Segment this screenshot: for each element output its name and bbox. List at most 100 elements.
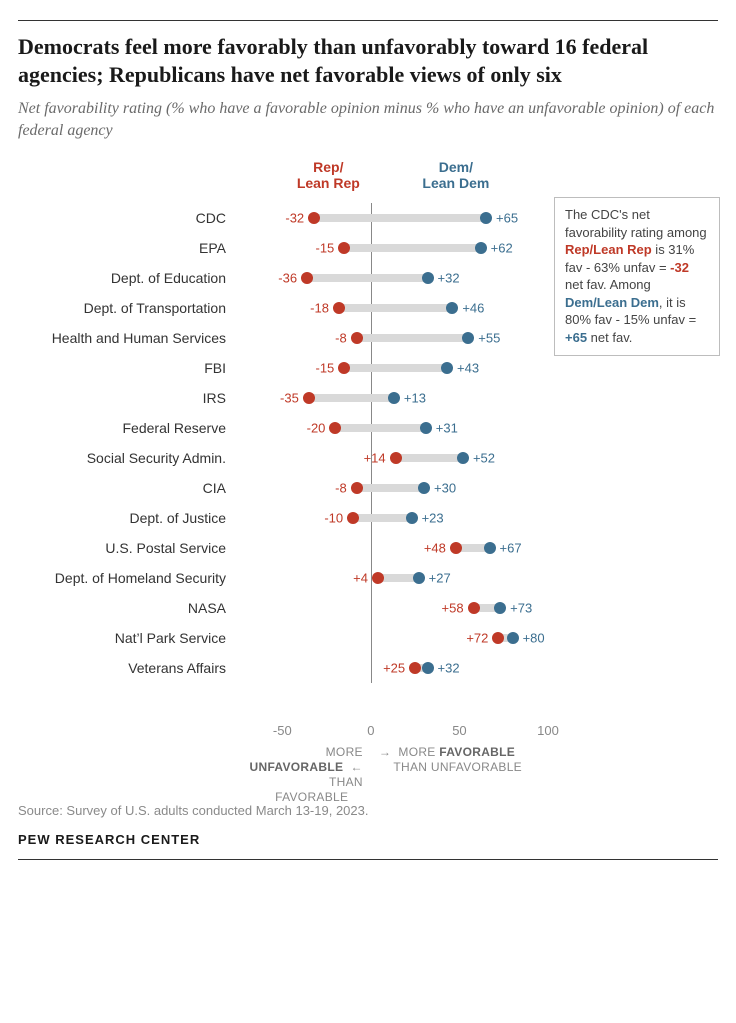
- row-11: U.S. Postal Service+48+67: [18, 533, 718, 563]
- dem-value: +31: [436, 421, 458, 436]
- axis-annotation: MORE UNFAVORABLE ←THAN FAVORABLE → MORE …: [238, 745, 548, 789]
- row-12: Dept. of Homeland Security+4+27: [18, 563, 718, 593]
- axis-note-left: MORE UNFAVORABLE ←THAN FAVORABLE: [238, 745, 363, 805]
- row-plot: -36+32: [238, 263, 548, 293]
- rep-dot: [351, 332, 363, 344]
- rep-value: -20: [307, 421, 326, 436]
- agency-label: Dept. of Justice: [18, 510, 232, 526]
- range-bar: [357, 334, 469, 342]
- chart-area: Rep/ Lean Rep Dem/ Lean Dem CDC-32+65EPA…: [18, 159, 718, 789]
- row-plot: +72+80: [238, 623, 548, 653]
- source-line: Source: Survey of U.S. adults conducted …: [18, 803, 718, 818]
- row-7: Federal Reserve -20 +31: [18, 413, 718, 443]
- callout-t3: net fav. Among: [565, 277, 651, 292]
- dem-dot: [484, 542, 496, 554]
- dem-value: +23: [422, 511, 444, 526]
- legend-dem: Dem/ Lean Dem: [416, 159, 496, 191]
- dem-dot: [418, 482, 430, 494]
- dem-value: +52: [473, 451, 495, 466]
- dem-dot: [422, 662, 434, 674]
- chart-title: Democrats feel more favorably than unfav…: [18, 33, 718, 88]
- callout-demv: +65: [565, 330, 587, 345]
- rep-dot: [351, 482, 363, 494]
- rep-dot: [492, 632, 504, 644]
- row-plot: -18 +46: [238, 293, 548, 323]
- rep-dot: [450, 542, 462, 554]
- agency-label: Veterans Affairs: [18, 660, 232, 676]
- rep-value: +58: [442, 601, 464, 616]
- rep-value: -15: [315, 361, 334, 376]
- agency-label: CDC: [18, 210, 232, 226]
- row-plot: +25 +32: [238, 653, 548, 683]
- rep-dot: [390, 452, 402, 464]
- row-10: Dept. of Justice -10 +23: [18, 503, 718, 533]
- agency-label: CIA: [18, 480, 232, 496]
- dem-value: +43: [457, 361, 479, 376]
- range-bar: [353, 514, 411, 522]
- callout-t1: The CDC's net favorability rating among: [565, 207, 707, 240]
- range-bar: [307, 274, 427, 282]
- x-ticks: -50050100: [238, 723, 548, 741]
- rep-value: +72: [466, 631, 488, 646]
- agency-label: Social Security Admin.: [18, 450, 232, 466]
- row-plot: -8+55: [238, 323, 548, 353]
- rep-value: +14: [364, 451, 386, 466]
- agency-label: Dept. of Transportation: [18, 300, 232, 316]
- rep-value: -35: [280, 391, 299, 406]
- row-plot: +58+73: [238, 593, 548, 623]
- chart-subtitle: Net favorability rating (% who have a fa…: [18, 98, 718, 141]
- dem-value: +32: [438, 661, 460, 676]
- row-plot: -15+62: [238, 233, 548, 263]
- legend-rep: Rep/ Lean Rep: [288, 159, 368, 191]
- row-plot: +48+67: [238, 533, 548, 563]
- range-bar: [357, 484, 424, 492]
- row-9: CIA -8+30: [18, 473, 718, 503]
- rep-value: -15: [315, 241, 334, 256]
- axis-note-right: → MORE FAVORABLE THAN UNFAVORABLE: [379, 745, 548, 775]
- rep-dot: [329, 422, 341, 434]
- dem-dot: [388, 392, 400, 404]
- rep-dot: [338, 362, 350, 374]
- rep-value: +25: [383, 661, 405, 676]
- rep-value: -18: [310, 301, 329, 316]
- agency-label: Federal Reserve: [18, 420, 232, 436]
- dem-value: +67: [500, 541, 522, 556]
- dem-value: +46: [462, 301, 484, 316]
- row-15: Veterans Affairs +25 +32: [18, 653, 718, 683]
- dem-value: +30: [434, 481, 456, 496]
- row-plot: -8+30: [238, 473, 548, 503]
- range-bar: [309, 394, 394, 402]
- rep-value: -10: [324, 511, 343, 526]
- row-5: FBI-15+43: [18, 353, 718, 383]
- xtick: -50: [273, 723, 292, 738]
- callout-dem: Dem/Lean Dem: [565, 295, 659, 310]
- agency-label: NASA: [18, 600, 232, 616]
- dem-dot: [413, 572, 425, 584]
- range-bar: [344, 364, 447, 372]
- row-plot: -32+65: [238, 203, 548, 233]
- row-8: Social Security Admin. +14 +52: [18, 443, 718, 473]
- rep-dot: [468, 602, 480, 614]
- dem-value: +13: [404, 391, 426, 406]
- range-bar: [314, 214, 486, 222]
- dem-dot: [475, 242, 487, 254]
- range-bar: [396, 454, 463, 462]
- xtick: 50: [452, 723, 466, 738]
- dem-dot: [480, 212, 492, 224]
- rep-dot: [333, 302, 345, 314]
- rep-dot: [338, 242, 350, 254]
- agency-label: Dept. of Education: [18, 270, 232, 286]
- dem-dot: [446, 302, 458, 314]
- row-plot: -35 +13: [238, 383, 548, 413]
- rep-dot: [308, 212, 320, 224]
- agency-label: Nat’l Park Service: [18, 630, 232, 646]
- agency-label: EPA: [18, 240, 232, 256]
- dem-dot: [457, 452, 469, 464]
- agency-label: IRS: [18, 390, 232, 406]
- rep-dot: [347, 512, 359, 524]
- rep-value: -36: [278, 271, 297, 286]
- callout-box: The CDC's net favorability rating among …: [554, 197, 720, 355]
- dem-dot: [441, 362, 453, 374]
- rep-dot: [301, 272, 313, 284]
- rep-value: -32: [285, 211, 304, 226]
